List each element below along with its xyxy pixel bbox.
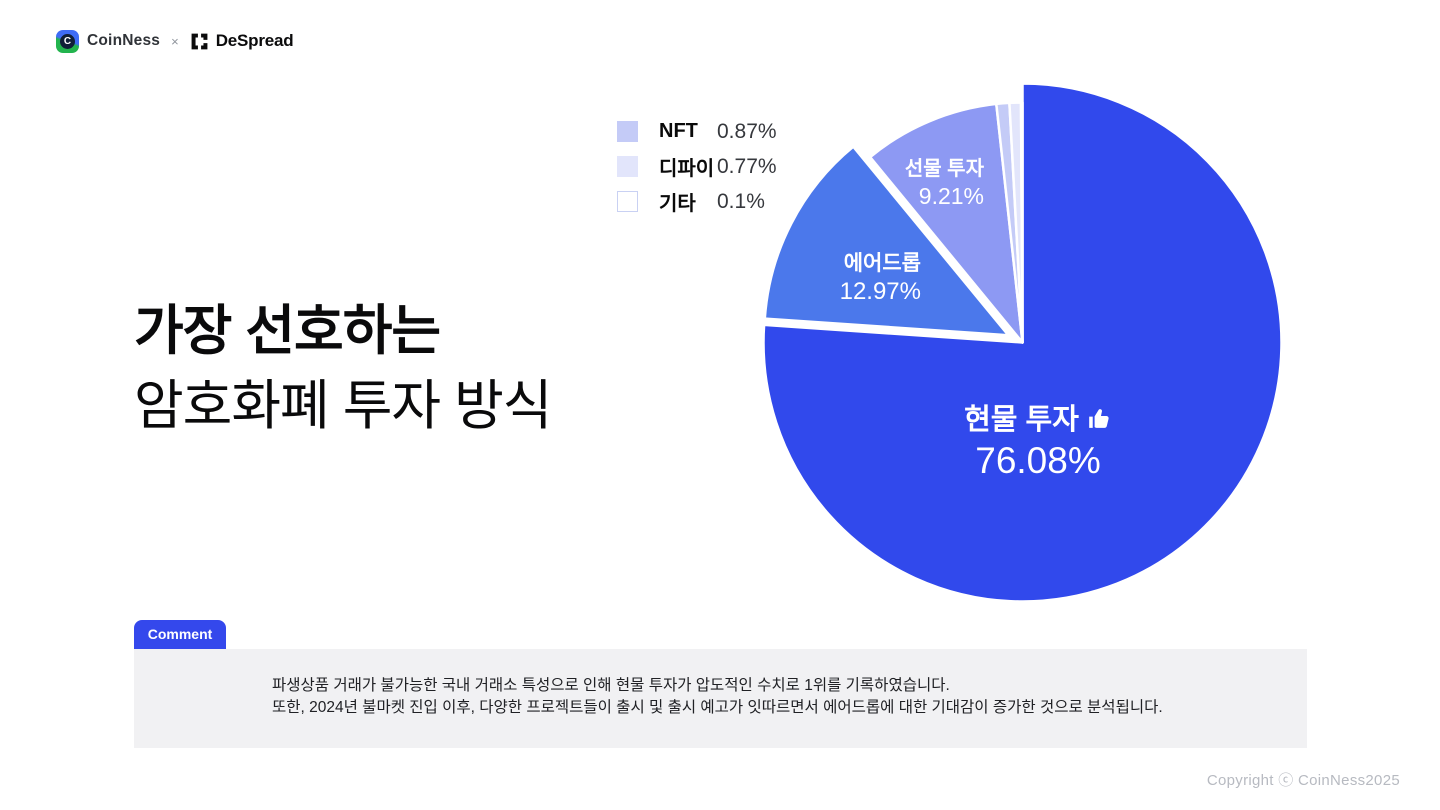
legend-label: 기타 (659, 193, 696, 215)
legend-swatch-etc (617, 191, 638, 212)
pie-label-airdrop-value: 12.97% (839, 278, 921, 305)
legend-item-etc: 기타 0.1% (617, 184, 777, 219)
legend-item-defi: 디파이 0.77% (617, 149, 777, 184)
pie-label-airdrop: 에어드롭 12.97% (840, 250, 921, 306)
legend-item-nft: NFT 0.87% (617, 114, 777, 149)
pie-label-spot-value: 76.08% (975, 440, 1101, 481)
pie-slice-etc (1019, 101, 1024, 344)
comment-tab: Comment (134, 620, 226, 649)
pie-label-spot: 현물 투자 76.08% (964, 402, 1112, 484)
pie-label-futures: 선물 투자 9.21% (905, 156, 984, 210)
pie-label-spot-name: 현물 투자 (964, 402, 1112, 438)
brand-header: C CoinNess × DeSpread (56, 28, 294, 54)
pie-label-futures-name: 선물 투자 (904, 158, 984, 180)
legend-value: 0.87% (717, 119, 777, 143)
copyright-text: Copyright ⓒ CoinNess2025 (1206, 772, 1400, 789)
pie-label-airdrop-name: 에어드롭 (843, 252, 921, 275)
title-line-1: 가장 선호하는 (134, 301, 441, 361)
pie-slice-airdrop (763, 145, 1010, 337)
comment-box: 파생상품 거래가 불가능한 국내 거래소 특성으로 인해 현물 투자가 압도적인… (134, 649, 1307, 748)
comment-line-2: 또한, 2024년 불마켓 진입 이후, 다양한 프로젝트들이 출시 및 출시 … (272, 699, 1163, 716)
legend: NFT 0.87% 디파이 0.77% 기타 0.1% (617, 114, 777, 219)
legend-swatch-defi (617, 156, 638, 177)
brand-separator: × (171, 33, 179, 49)
comment-line-1: 파생상품 거래가 불가능한 국내 거래소 특성으로 인해 현물 투자가 압도적인… (272, 677, 950, 694)
legend-label: NFT (659, 120, 698, 142)
brand-coinness: CoinNess (87, 32, 161, 49)
despread-logo-icon (191, 33, 208, 49)
page-title: 가장 선호하는 암호화폐 투자 방식 (134, 296, 552, 441)
legend-value: 0.77% (717, 154, 777, 178)
legend-value: 0.1% (717, 189, 765, 213)
title-line-2: 암호화폐 투자 방식 (134, 376, 552, 436)
brand-despread: DeSpread (215, 31, 294, 50)
pie-slice-spot (762, 82, 1283, 603)
legend-swatch-nft (617, 121, 638, 142)
legend-label: 디파이 (659, 158, 715, 180)
pie-label-futures-value: 9.21% (918, 183, 984, 209)
thumbs-up-icon (1088, 408, 1109, 428)
pie-slice-futures (868, 102, 1024, 344)
coinness-logo-icon: C (56, 29, 79, 53)
